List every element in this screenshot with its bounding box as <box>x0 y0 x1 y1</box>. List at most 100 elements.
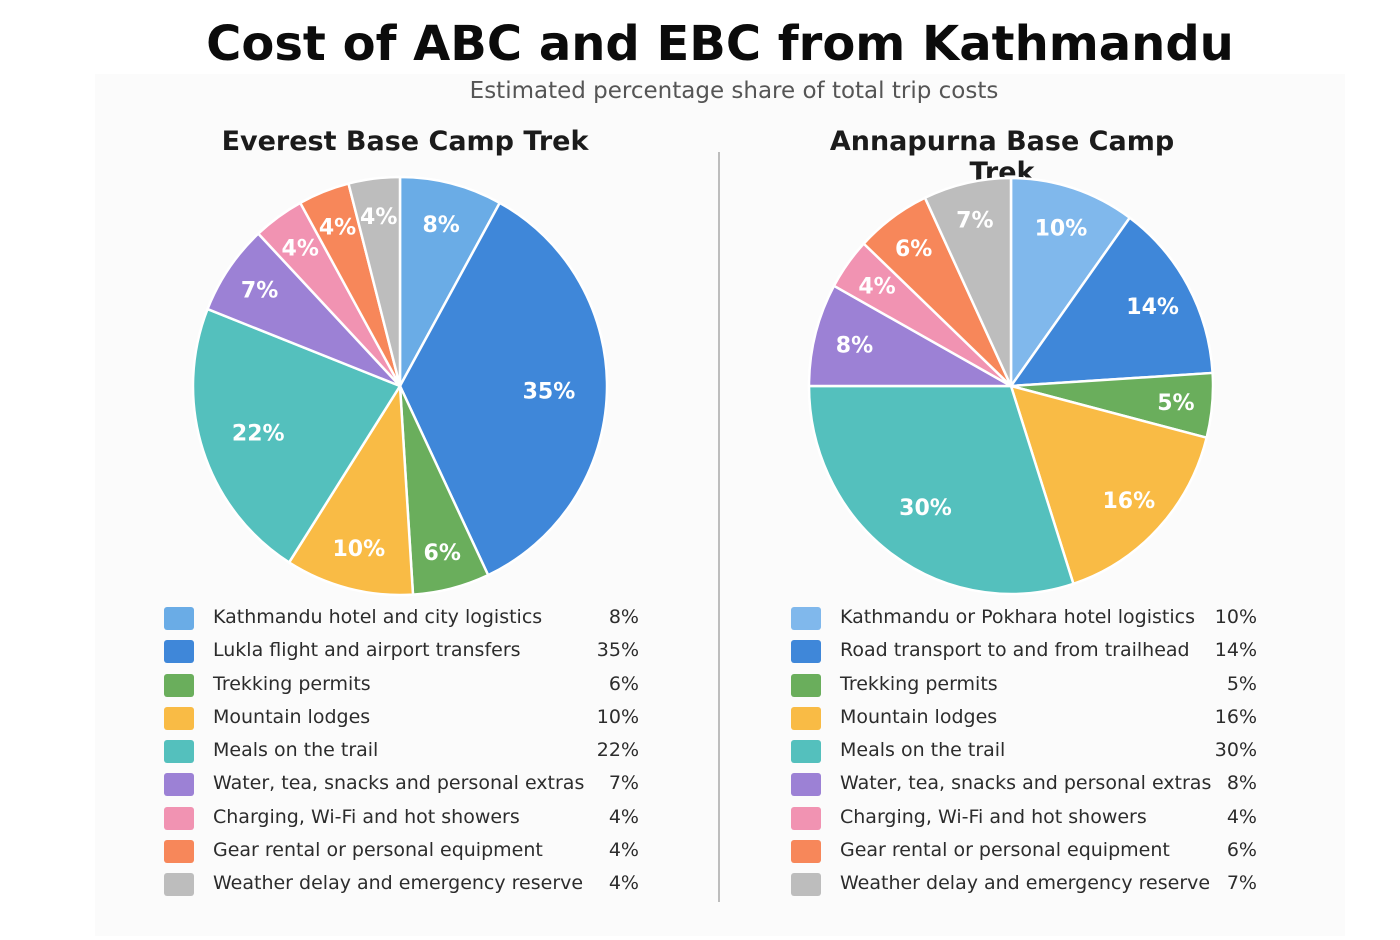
ebc-legend-swatch <box>164 806 194 830</box>
ebc-legend-swatch <box>164 740 194 763</box>
abc-legend-swatch <box>791 806 821 830</box>
ebc-slice-4 <box>191 307 402 565</box>
ebc-legend-value: 22% <box>596 739 639 761</box>
ebc-slice-label-0: 8% <box>423 213 460 238</box>
abc-legend-value: 14% <box>1214 639 1257 662</box>
ebc-legend-label: Lukla flight and airport transfers <box>213 639 521 662</box>
abc-slice-label-0: 10% <box>1035 217 1088 242</box>
abc-legend-value: 16% <box>1214 705 1257 728</box>
abc-legend-item: Gear rental or personal equipment 6% <box>791 836 1257 869</box>
abc-legend-value: 5% <box>1226 672 1257 695</box>
abc-legend-swatch <box>791 673 821 697</box>
ebc-legend-item: Kathmandu hotel and city logistics 8% <box>164 603 639 636</box>
ebc-legend-item: Trekking permits 6% <box>164 670 639 703</box>
ebc-slice-label-7: 4% <box>319 216 356 241</box>
abc-legend-label: Mountain lodges <box>840 705 998 728</box>
ebc-legend-label: Charging, Wi-Fi and hot showers <box>213 805 520 828</box>
ebc-legend-value: 10% <box>596 705 639 728</box>
abc-legend-value: 8% <box>1226 772 1257 795</box>
abc-legend-label: Road transport to and from trailhead <box>840 639 1190 662</box>
ebc-legend-item: Mountain lodges 10% <box>164 703 639 736</box>
ebc-legend-value: 4% <box>608 805 639 828</box>
ebc-slice-label-6: 4% <box>282 236 319 261</box>
chart-divider <box>718 152 720 902</box>
abc-legend-item: Meals on the trail 30% <box>791 736 1257 769</box>
abc-legend-label: Trekking permits <box>840 672 998 695</box>
ebc-slice-8 <box>347 175 402 387</box>
ebc-legend-swatch <box>164 673 194 697</box>
abc-legend-value: 7% <box>1226 872 1257 894</box>
abc-slice-label-2: 5% <box>1157 391 1194 416</box>
abc-legend-swatch <box>791 873 821 896</box>
abc-legend-swatch <box>791 640 821 664</box>
ebc-legend-swatch <box>164 706 194 730</box>
page-title: Cost of ABC and EBC from Kathmandu <box>206 16 1234 72</box>
abc-legend-item: Water, tea, snacks and personal extras 8% <box>791 769 1257 802</box>
abc-slice-label-3: 16% <box>1102 489 1155 514</box>
ebc-legend-item: Weather delay and emergency reserve 4% <box>164 869 639 902</box>
ebc-legend-item: Charging, Wi-Fi and hot showers 4% <box>164 803 639 836</box>
abc-legend-label: Meals on the trail <box>840 739 1006 761</box>
ebc-legend-label: Mountain lodges <box>213 705 371 728</box>
abc-legend-item: Kathmandu or Pokhara hotel logistics 10% <box>791 603 1257 636</box>
ebc-legend-value: 4% <box>608 872 639 894</box>
abc-legend-item: Trekking permits 5% <box>791 670 1257 703</box>
ebc-slice-label-3: 10% <box>332 537 385 562</box>
abc-slice-4 <box>807 384 1075 596</box>
ebc-legend-label: Kathmandu hotel and city logistics <box>213 606 543 628</box>
abc-slice-3 <box>1009 384 1209 586</box>
abc-legend-swatch <box>791 607 821 630</box>
ebc-legend-label: Gear rental or personal equipment <box>213 838 543 861</box>
ebc-slice-label-8: 4% <box>360 205 397 230</box>
ebc-legend-label: Trekking permits <box>213 672 371 695</box>
abc-slice-8 <box>923 176 1013 387</box>
abc-legend-label: Gear rental or personal equipment <box>840 838 1170 861</box>
page-subtitle: Estimated percentage share of total trip… <box>469 78 999 104</box>
abc-legend-value: 30% <box>1214 739 1257 761</box>
abc-legend: Kathmandu or Pokhara hotel logistics 10% R… <box>791 603 1257 902</box>
abc-legend-value: 6% <box>1226 838 1257 861</box>
abc-legend-item: Road transport to and from trailhead 14% <box>791 636 1257 669</box>
ebc-legend-value: 6% <box>608 672 639 695</box>
ebc-legend-item: Water, tea, snacks and personal extras 7% <box>164 769 639 802</box>
abc-legend-swatch <box>791 706 821 730</box>
abc-slice-label-4: 30% <box>899 496 952 521</box>
ebc-legend-label: Meals on the trail <box>213 739 379 761</box>
ebc-legend-swatch <box>164 640 194 664</box>
abc-pie-chart: 10% 14% 5% 16% 30% 8% 4%6% 7% <box>807 176 1215 596</box>
abc-legend-item: Mountain lodges 16% <box>791 703 1257 736</box>
ebc-legend-swatch <box>164 873 194 896</box>
ebc-legend-label: Weather delay and emergency reserve <box>213 872 584 894</box>
ebc-legend-swatch <box>164 607 194 630</box>
ebc-legend-value: 8% <box>608 606 639 628</box>
ebc-legend-item: Gear rental or personal equipment 4% <box>164 836 639 869</box>
abc-slice-label-8: 7% <box>956 209 993 234</box>
abc-slice-label-7: 6% <box>895 237 932 262</box>
ebc-legend-swatch <box>164 839 194 863</box>
abc-legend-label: Charging, Wi-Fi and hot showers <box>840 805 1147 828</box>
abc-legend-label: Water, tea, snacks and personal extras <box>840 772 1212 795</box>
abc-slice-label-5: 8% <box>836 334 873 359</box>
abc-legend-swatch <box>791 740 821 763</box>
abc-slice-5 <box>807 284 1016 388</box>
ebc-chart-title: Everest Base Camp Trek <box>221 126 589 157</box>
ebc-legend-item: Meals on the trail 22% <box>164 736 639 769</box>
ebc-slice-label-5: 7% <box>241 279 278 304</box>
abc-legend-value: 4% <box>1226 805 1257 828</box>
ebc-legend-value: 7% <box>608 772 639 795</box>
ebc-legend-swatch <box>164 773 194 797</box>
ebc-slice-1 <box>398 201 609 577</box>
ebc-legend-value: 35% <box>596 639 639 662</box>
ebc-legend-label: Water, tea, snacks and personal extras <box>213 772 585 795</box>
abc-legend-swatch <box>791 773 821 797</box>
abc-slice-1 <box>1008 215 1214 388</box>
abc-slice-label-6: 4% <box>858 275 895 300</box>
ebc-legend: Kathmandu hotel and city logistics 8% Lukl… <box>164 603 639 902</box>
abc-legend-item: Weather delay and emergency reserve 7% <box>791 869 1257 902</box>
ebc-slice-label-4: 22% <box>232 422 285 447</box>
abc-legend-item: Charging, Wi-Fi and hot showers 4% <box>791 803 1257 836</box>
ebc-slice-label-2: 6% <box>424 541 461 566</box>
ebc-legend-item: Lukla flight and airport transfers 35% <box>164 636 639 669</box>
abc-legend-label: Weather delay and emergency reserve <box>840 872 1211 894</box>
ebc-slice-label-1: 35% <box>523 380 576 405</box>
